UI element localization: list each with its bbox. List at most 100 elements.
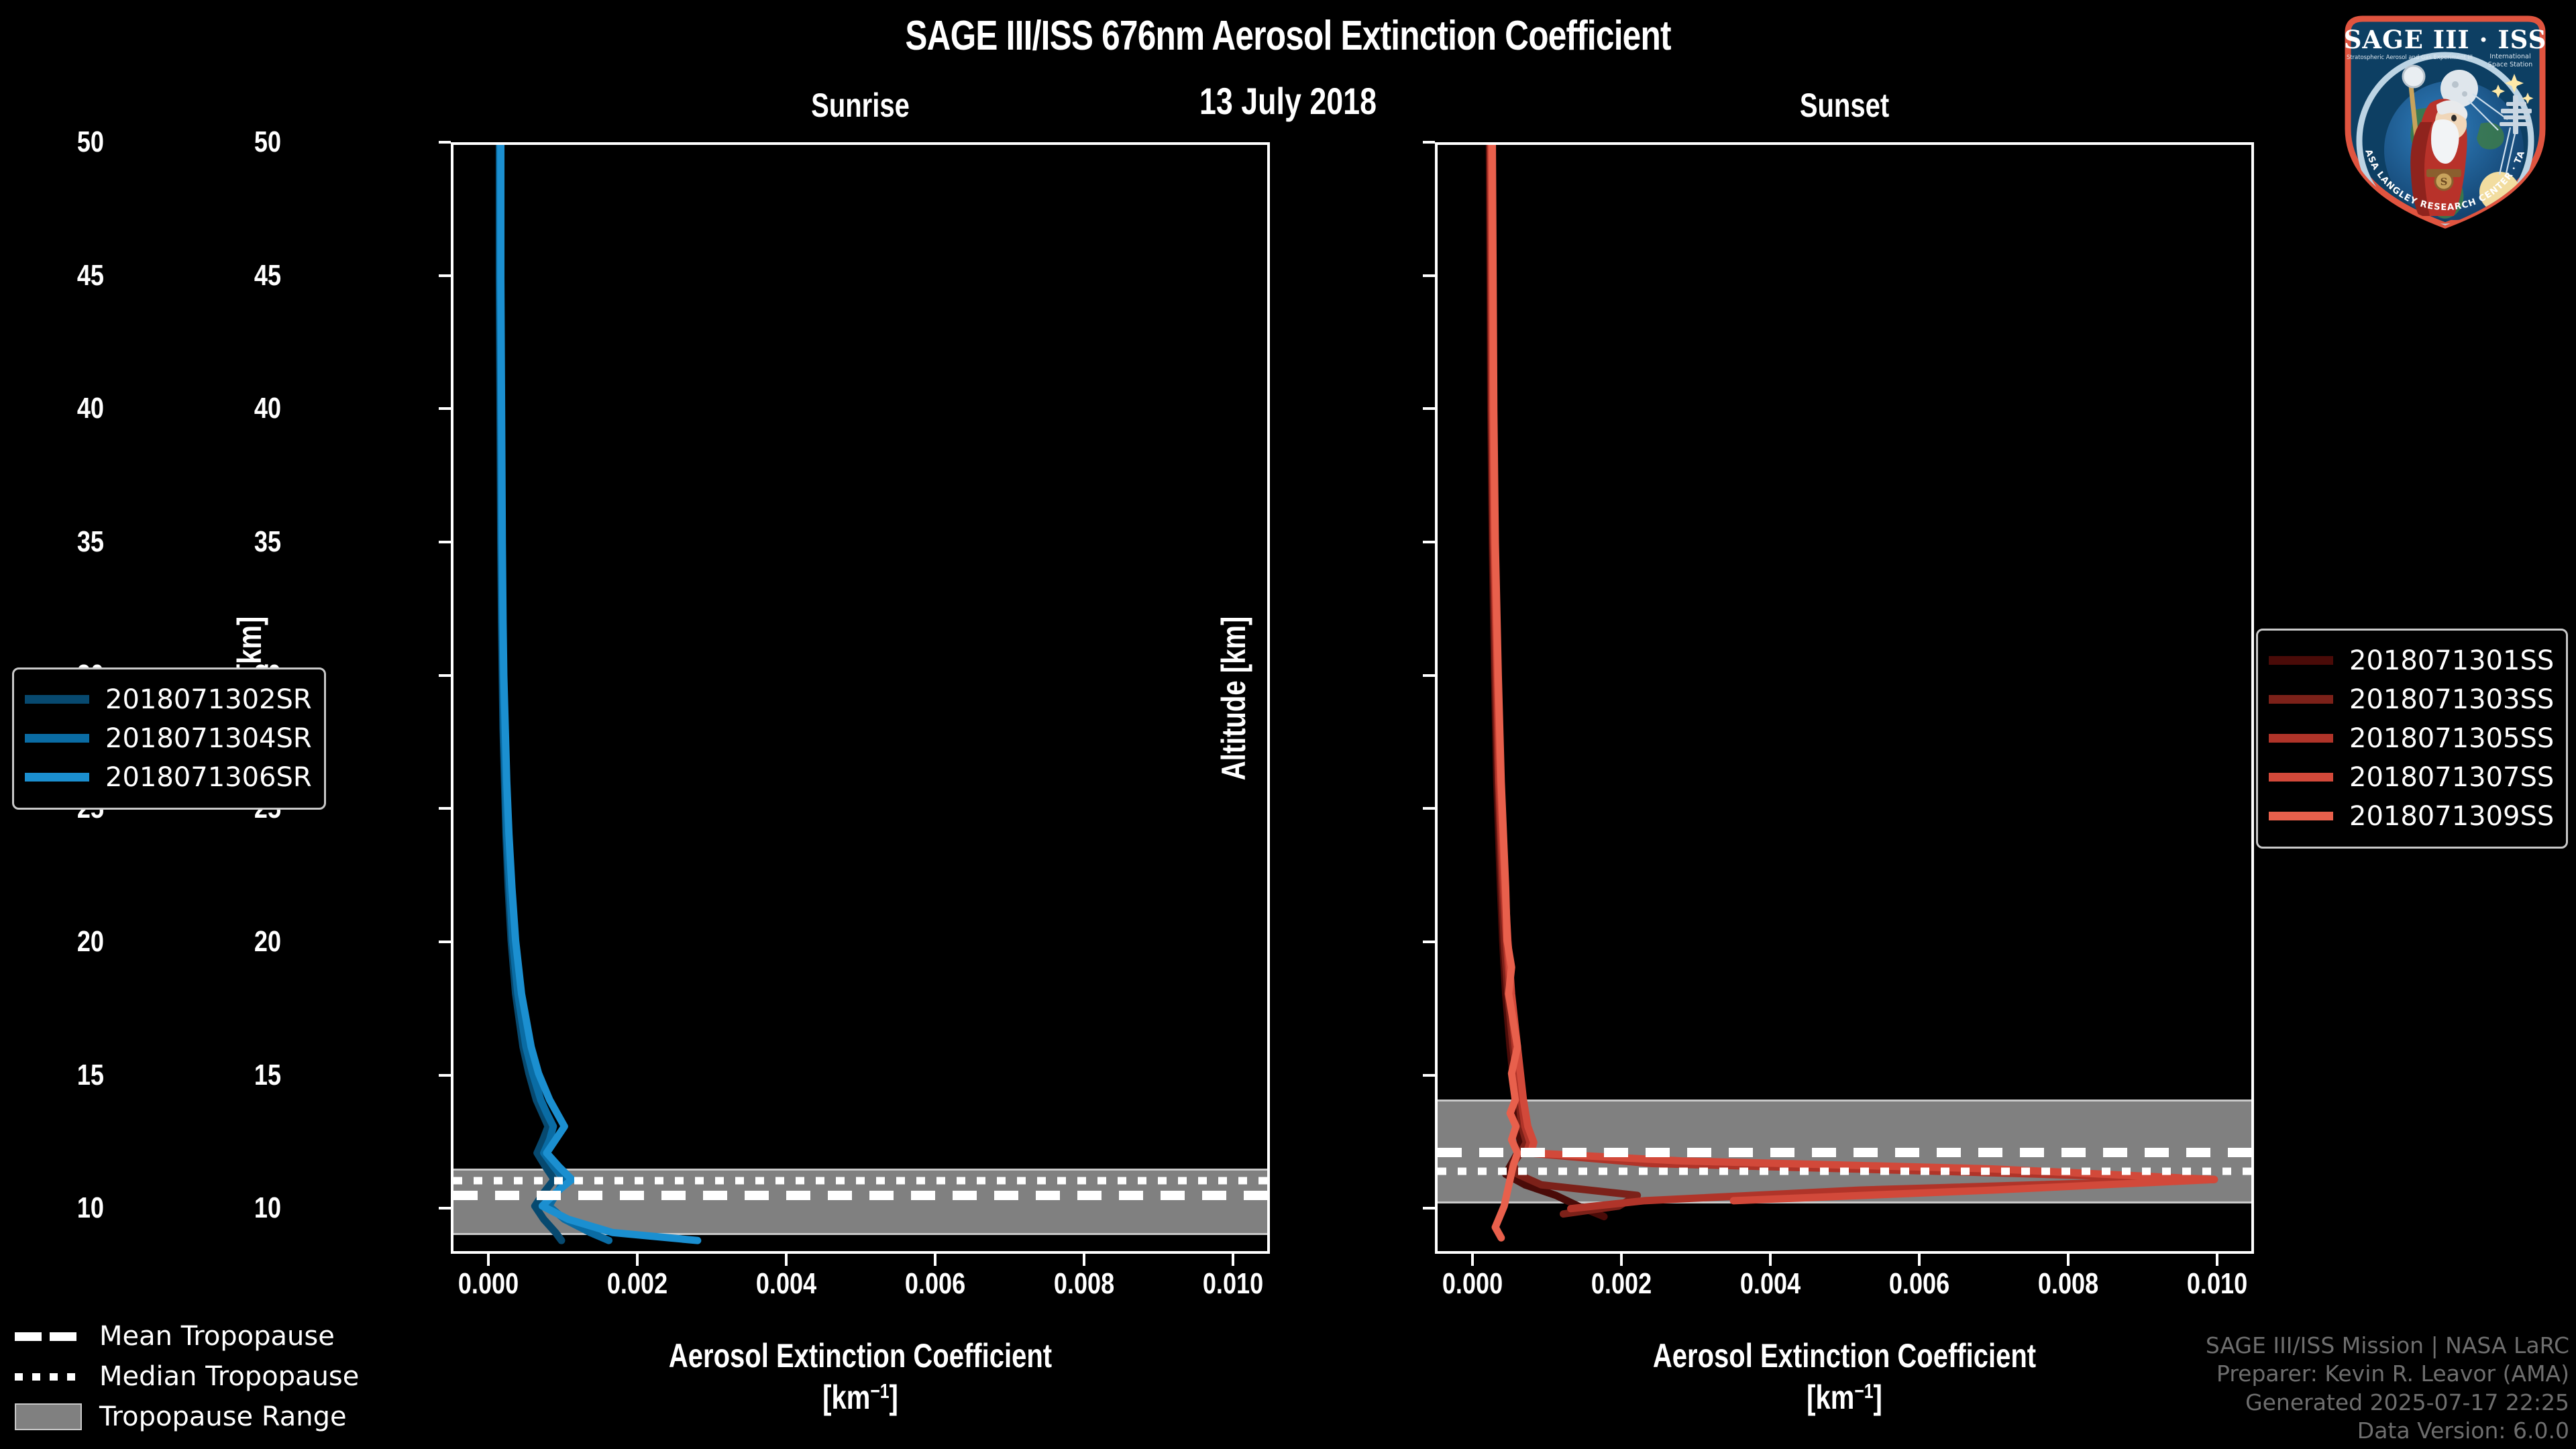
tropopause-legend-item: Mean Tropopause	[15, 1316, 359, 1356]
x-tick-label: 0.010	[1202, 1267, 1263, 1300]
chart-subtitle-date: 13 July 2018	[1199, 80, 1377, 122]
median-tropopause-line	[1438, 1167, 2251, 1175]
x-tick-mark	[486, 1254, 490, 1266]
legend-item[interactable]: 2018071304SR	[25, 719, 312, 758]
series-line	[1485, 145, 1608, 1221]
median-tropopause-line	[453, 1177, 1267, 1185]
y-tick-mark	[439, 141, 451, 144]
y-tick-mark	[1423, 274, 1435, 277]
x-tick-label: 0.004	[755, 1267, 816, 1300]
x-axis-label-sunset: Aerosol Extinction Coefficient	[1652, 1337, 2037, 1375]
y-tick-mark	[1423, 941, 1435, 944]
legend-item-label: 2018071305SS	[2349, 722, 2555, 754]
y-tick-mark	[439, 941, 451, 944]
x-tick-mark	[1917, 1254, 1921, 1266]
y-tick-mark	[1423, 407, 1435, 411]
mean-tropopause-line	[1438, 1148, 2251, 1158]
x-tick-mark	[1619, 1254, 1623, 1266]
y-tick-mark	[439, 541, 451, 544]
tropopause-legend-label: Median Tropopause	[99, 1361, 360, 1392]
legend-item-label: 2018071302SR	[105, 684, 312, 715]
legend-tropopause: Mean Tropopause Median Tropopause Tropopau…	[15, 1316, 359, 1437]
x-tick-mark	[1768, 1254, 1772, 1266]
x-tick-mark	[2215, 1254, 2218, 1266]
legend-color-swatch	[25, 734, 89, 743]
y-tick-label: 35	[254, 525, 282, 559]
x-tick-label: 0.008	[1053, 1267, 1114, 1300]
legend-item[interactable]: 2018071301SS	[2269, 641, 2554, 680]
legend-item-label: 2018071304SR	[105, 722, 312, 754]
y-tick-label: 20	[76, 925, 104, 959]
legend-color-swatch	[2269, 773, 2333, 782]
legend-item[interactable]: 2018071302SR	[25, 680, 312, 719]
series-line	[1487, 145, 2218, 1213]
x-axis-label-sunrise: Aerosol Extinction Coefficient	[668, 1337, 1053, 1375]
tropopause-legend-label: Mean Tropopause	[99, 1321, 335, 1352]
legend-item-label: 2018071303SS	[2349, 684, 2555, 715]
tropopause-legend-item: Median Tropopause	[15, 1356, 359, 1397]
legend-sunrise[interactable]: 2018071302SR 2018071304SR 2018071306SR	[12, 667, 326, 810]
tropopause-legend-swatch-dashed	[15, 1332, 82, 1341]
series-line	[1486, 145, 1642, 1218]
y-tick-label: 10	[76, 1191, 104, 1225]
x-tick-mark	[933, 1254, 936, 1266]
y-tick-mark	[1423, 674, 1435, 677]
x-tick-label: 0.006	[904, 1267, 965, 1300]
legend-color-swatch	[2269, 734, 2333, 743]
logo-subtitle-right-2: Space Station	[2488, 61, 2532, 68]
y-tick-label: 50	[76, 125, 104, 158]
tropopause-legend-swatch-dotted	[15, 1373, 82, 1381]
legend-item[interactable]: 2018071303SS	[2269, 680, 2554, 719]
legend-item[interactable]: 2018071309SS	[2269, 797, 2554, 836]
y-tick-label: 10	[254, 1191, 282, 1225]
x-tick-label: 0.000	[458, 1267, 519, 1300]
series-line	[1489, 145, 1521, 1242]
y-axis-label-sunset: Altitude [km]	[1215, 616, 1252, 780]
legend-sunset[interactable]: 2018071301SS 2018071303SS 2018071305SS 2018…	[2256, 628, 2569, 849]
legend-color-swatch	[2269, 695, 2333, 704]
tropopause-legend-swatch-band	[15, 1403, 82, 1430]
x-tick-mark	[1082, 1254, 1085, 1266]
credits-line: Data Version: 6.0.0	[2357, 1417, 2569, 1444]
logo-title: SAGE III · ISS	[2344, 25, 2547, 54]
series-lines	[1485, 145, 2218, 1242]
credits-line: Preparer: Kevin R. Leavor (AMA)	[2216, 1360, 2569, 1387]
logo-subtitle-left: Stratospheric Aerosol and Gas Experiment…	[2347, 54, 2473, 60]
x-tick-mark	[784, 1254, 788, 1266]
legend-color-swatch	[2269, 812, 2333, 820]
mean-tropopause-line	[453, 1190, 1267, 1200]
y-tick-label: 50	[254, 125, 282, 158]
credits-line: SAGE III/ISS Mission | NASA LaRC	[2205, 1332, 2569, 1359]
x-tick-mark	[635, 1254, 639, 1266]
x-tick-mark	[1231, 1254, 1234, 1266]
y-tick-mark	[1423, 1073, 1435, 1077]
x-axis-units-sunset: [km−1]	[1807, 1379, 1882, 1416]
legend-item-label: 2018071307SS	[2349, 761, 2555, 793]
y-tick-mark	[1423, 1207, 1435, 1210]
x-tick-mark	[1470, 1254, 1474, 1266]
x-tick-label: 0.002	[1591, 1267, 1652, 1300]
y-tick-mark	[1423, 141, 1435, 144]
y-tick-label: 40	[254, 392, 282, 425]
legend-item[interactable]: 2018071307SS	[2269, 758, 2554, 797]
plot-area-sunset	[1435, 142, 2254, 1254]
x-tick-label: 0.004	[1739, 1267, 1801, 1300]
y-tick-mark	[439, 1073, 451, 1077]
legend-item-label: 2018071309SS	[2349, 800, 2555, 832]
series-line	[1488, 145, 2218, 1205]
y-tick-label: 45	[254, 258, 282, 292]
x-tick-label: 0.002	[606, 1267, 667, 1300]
panel-label-sunrise: Sunrise	[811, 87, 910, 124]
legend-item[interactable]: 2018071306SR	[25, 758, 312, 797]
legend-item-label: 2018071306SR	[105, 761, 312, 793]
panel-label-sunset: Sunset	[1799, 87, 1890, 124]
y-tick-mark	[439, 807, 451, 810]
legend-item[interactable]: 2018071305SS	[2269, 719, 2554, 758]
page-title: SAGE III/ISS 676nm Aerosol Extinction Co…	[905, 13, 1671, 59]
y-tick-mark	[439, 1207, 451, 1210]
x-axis-units-sunrise: [km−1]	[822, 1379, 898, 1416]
x-tick-label: 0.010	[2186, 1267, 2247, 1300]
y-tick-mark	[439, 407, 451, 411]
y-tick-mark	[1423, 807, 1435, 810]
tropopause-legend-label: Tropopause Range	[99, 1401, 347, 1432]
